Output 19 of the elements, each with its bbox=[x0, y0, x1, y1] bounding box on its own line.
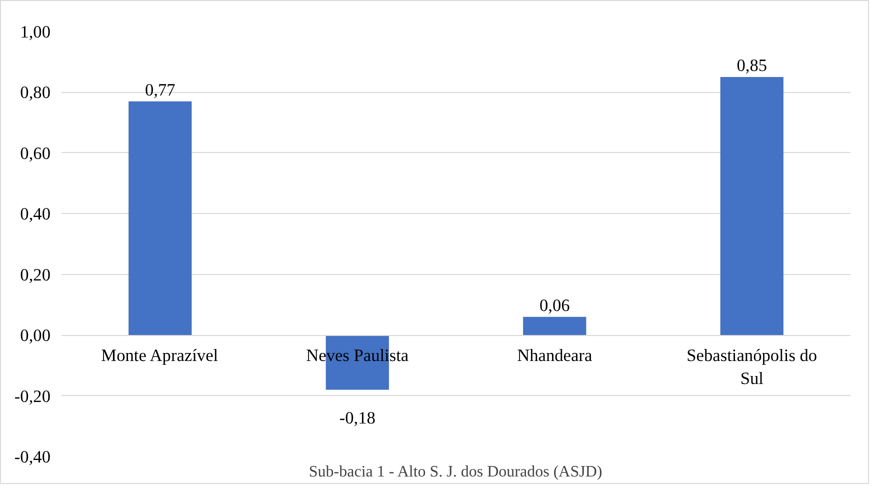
data-label: -0,18 bbox=[339, 408, 376, 428]
data-label: 0,06 bbox=[539, 296, 570, 315]
bar bbox=[720, 77, 784, 336]
y-tick-label: 0,80 bbox=[20, 83, 51, 102]
y-tick-label: 1,00 bbox=[20, 22, 51, 42]
x-tick-label: Monte Aprazível bbox=[101, 346, 218, 366]
data-label: 0,85 bbox=[736, 56, 768, 76]
y-tick-label: 0,60 bbox=[20, 144, 51, 163]
y-tick-label: 0,40 bbox=[20, 204, 51, 224]
bar bbox=[128, 101, 192, 336]
y-tick-label: 0,00 bbox=[20, 326, 51, 346]
x-axis-title: Sub-bacia 1 - Alto S. J. dos Dourados (ASJD) bbox=[308, 464, 602, 480]
y-tick-label: -0,20 bbox=[14, 386, 51, 406]
data-label: 0,77 bbox=[144, 80, 176, 100]
bar bbox=[523, 316, 586, 336]
x-tick-label: Sebastianópolis do Sul bbox=[686, 346, 818, 388]
x-tick-label: Nhandeara bbox=[517, 346, 592, 366]
y-tick-label: -0,40 bbox=[14, 448, 51, 466]
y-tick-label: 0,20 bbox=[20, 265, 51, 284]
